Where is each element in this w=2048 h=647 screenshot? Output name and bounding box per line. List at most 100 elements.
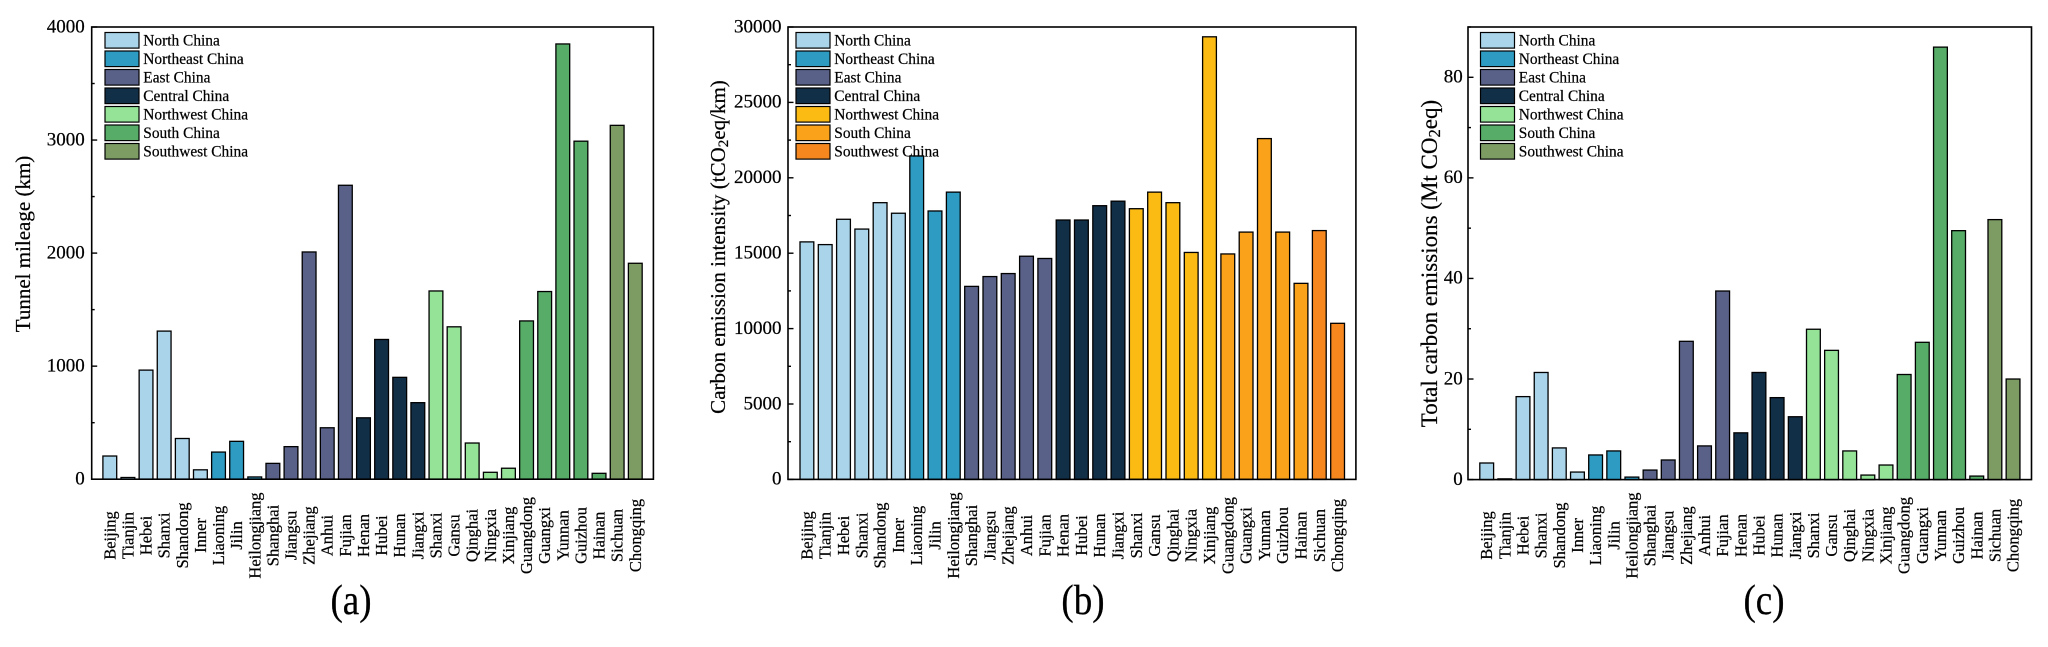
svg-text:Gansu: Gansu (1145, 514, 1164, 556)
svg-text:Guizhou: Guizhou (1949, 507, 1968, 564)
svg-text:Hainan: Hainan (1292, 512, 1311, 560)
svg-text:Liaoning: Liaoning (907, 506, 926, 566)
svg-text:Zhejiang: Zhejiang (999, 506, 1018, 565)
svg-text:Carbon emission intensity (tCO: Carbon emission intensity (tCO2eq/km) (706, 80, 732, 414)
svg-text:South China: South China (1519, 125, 1596, 142)
svg-text:Guangdong: Guangdong (1895, 497, 1914, 574)
svg-text:Yunnan: Yunnan (1931, 510, 1950, 560)
svg-text:Xinjiang: Xinjiang (1877, 507, 1896, 565)
svg-text:Inner: Inner (889, 518, 908, 553)
svg-text:Southwest China: Southwest China (834, 144, 939, 161)
svg-text:North China: North China (143, 33, 220, 50)
svg-text:Heilongjiang: Heilongjiang (245, 492, 264, 578)
svg-text:Qinghai: Qinghai (1840, 509, 1859, 563)
svg-text:Fujian: Fujian (1713, 514, 1732, 556)
svg-text:Jiangsu: Jiangsu (1659, 511, 1678, 561)
svg-text:Chongqing: Chongqing (1328, 499, 1347, 572)
svg-text:60: 60 (1444, 167, 1463, 188)
svg-text:Jiangxi: Jiangxi (408, 511, 427, 559)
svg-text:Zhejiang: Zhejiang (1677, 506, 1696, 565)
svg-text:Heilongjiang: Heilongjiang (944, 492, 963, 578)
svg-text:Shanghai: Shanghai (962, 504, 981, 566)
svg-text:Beijing: Beijing (1477, 511, 1496, 560)
svg-text:0: 0 (772, 469, 782, 490)
svg-text:20000: 20000 (734, 167, 782, 188)
svg-text:Jilin: Jilin (227, 521, 246, 549)
svg-text:Shanghai: Shanghai (263, 504, 282, 566)
svg-text:Inner: Inner (1568, 518, 1587, 553)
svg-text:Shandong: Shandong (1550, 503, 1569, 569)
svg-text:Hainan: Hainan (1967, 512, 1986, 560)
svg-text:Heilongjiang: Heilongjiang (1622, 492, 1641, 578)
svg-text:Jiangxi: Jiangxi (1109, 511, 1128, 559)
svg-text:North China: North China (834, 33, 911, 50)
svg-text:Ningxia: Ningxia (1182, 508, 1201, 562)
svg-text:Fujian: Fujian (1035, 514, 1054, 556)
svg-text:Gansu: Gansu (445, 514, 464, 556)
svg-text:10000: 10000 (734, 318, 782, 339)
svg-text:Shanghai: Shanghai (1641, 504, 1660, 566)
svg-text:Anhui: Anhui (1017, 514, 1036, 556)
svg-text:Sichuan: Sichuan (608, 509, 627, 562)
svg-text:Chongqing: Chongqing (2004, 499, 2023, 572)
svg-text:Guangxi: Guangxi (1237, 507, 1256, 564)
svg-text:Sichuan: Sichuan (1310, 509, 1329, 562)
svg-text:0: 0 (75, 468, 85, 489)
svg-text:Hubei: Hubei (372, 515, 391, 556)
svg-text:Jiangsu: Jiangsu (980, 511, 999, 561)
svg-text:80: 80 (1444, 67, 1463, 88)
svg-text:Tianjin: Tianjin (118, 512, 137, 559)
svg-text:Shanxi: Shanxi (426, 512, 445, 558)
svg-text:Shandong: Shandong (871, 503, 890, 569)
svg-text:Henan: Henan (354, 514, 373, 557)
svg-text:Northeast China: Northeast China (143, 51, 244, 68)
svg-text:Shanxi: Shanxi (1804, 512, 1823, 558)
svg-text:East China: East China (834, 70, 901, 87)
svg-text:Chongqing: Chongqing (626, 499, 645, 572)
svg-text:Hunan: Hunan (1768, 514, 1787, 558)
svg-text:Northwest China: Northwest China (143, 107, 248, 124)
svg-text:North China: North China (1519, 33, 1596, 50)
svg-text:5000: 5000 (744, 393, 782, 414)
svg-text:Jiangsu: Jiangsu (282, 511, 301, 561)
svg-text:Anhui: Anhui (1695, 514, 1714, 556)
svg-text:Guangxi: Guangxi (1913, 507, 1932, 564)
svg-text:Henan: Henan (1054, 514, 1073, 557)
svg-text:Northeast China: Northeast China (1519, 51, 1620, 68)
svg-text:South China: South China (143, 125, 220, 142)
svg-text:Northwest China: Northwest China (1519, 107, 1624, 124)
svg-text:Tianjin: Tianjin (816, 512, 835, 559)
svg-text:Ningxia: Ningxia (1858, 508, 1877, 562)
svg-text:Zhejiang: Zhejiang (300, 506, 319, 565)
svg-text:30000: 30000 (734, 16, 782, 37)
svg-text:Sichuan: Sichuan (1985, 509, 2004, 562)
svg-text:Jiangxi: Jiangxi (1786, 511, 1805, 559)
svg-text:East China: East China (1519, 70, 1586, 87)
svg-text:Hainan: Hainan (590, 512, 609, 560)
svg-text:Xinjiang: Xinjiang (1200, 507, 1219, 565)
svg-text:Hunan: Hunan (1090, 514, 1109, 558)
svg-text:Northeast China: Northeast China (834, 51, 935, 68)
svg-text:Yunnan: Yunnan (553, 510, 572, 560)
svg-text:Liaoning: Liaoning (209, 506, 228, 566)
svg-text:Shanxi: Shanxi (1127, 512, 1146, 558)
svg-text:Fujian: Fujian (336, 514, 355, 556)
svg-text:Tianjin: Tianjin (1495, 512, 1514, 559)
svg-text:Shanxi: Shanxi (852, 512, 871, 558)
svg-text:Jilin: Jilin (926, 521, 945, 549)
svg-text:Qinghai: Qinghai (463, 509, 482, 563)
svg-text:Beijing: Beijing (797, 511, 816, 560)
svg-text:40: 40 (1444, 268, 1463, 289)
svg-text:(a): (a) (330, 577, 371, 624)
svg-text:Hebei: Hebei (1514, 515, 1533, 555)
svg-text:15000: 15000 (734, 242, 782, 263)
svg-text:Central China: Central China (1519, 88, 1605, 105)
svg-text:Shanxi: Shanxi (1532, 512, 1551, 558)
svg-text:Tunnel mileage (km): Tunnel mileage (km) (11, 156, 35, 333)
svg-text:25000: 25000 (734, 92, 782, 113)
svg-text:0: 0 (1453, 469, 1463, 490)
svg-text:Qinghai: Qinghai (1163, 509, 1182, 563)
svg-text:2000: 2000 (47, 242, 85, 263)
svg-text:4000: 4000 (47, 16, 85, 37)
svg-text:Central China: Central China (834, 88, 920, 105)
